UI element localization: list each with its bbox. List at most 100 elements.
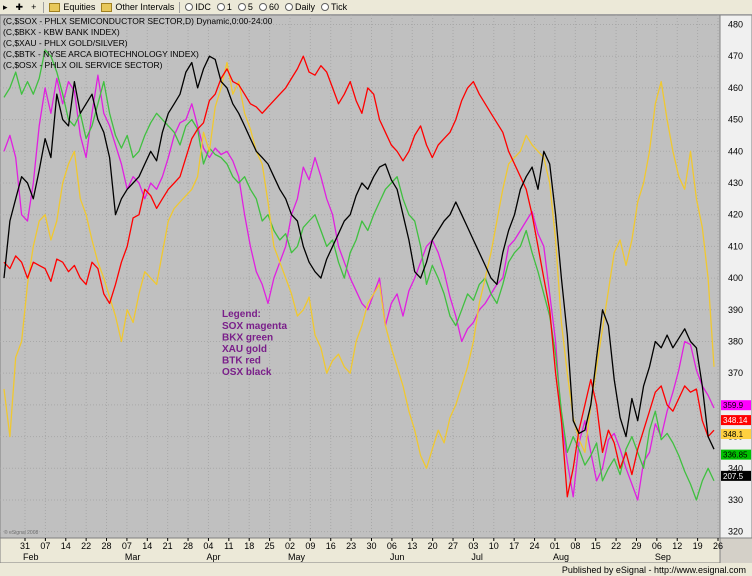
x-tick-label: 28 bbox=[102, 541, 112, 551]
y-tick-label: 420 bbox=[728, 210, 743, 220]
last-value-tag bbox=[721, 470, 751, 481]
y-tick-label: 400 bbox=[728, 273, 743, 283]
toolbar-item-other-intervals[interactable]: Other Intervals bbox=[98, 1, 177, 14]
x-tick-label: 07 bbox=[122, 541, 132, 551]
month-label: Aug bbox=[553, 552, 569, 562]
x-tick-label: 18 bbox=[244, 541, 254, 551]
series-line-btk bbox=[3, 55, 715, 498]
x-tick-label: 16 bbox=[326, 541, 336, 551]
last-value-label: 359.9 bbox=[723, 401, 744, 410]
x-tick-label: 25 bbox=[265, 541, 275, 551]
x-tick-label: 28 bbox=[183, 541, 193, 551]
toolbar-item-tick[interactable]: Tick bbox=[318, 1, 350, 14]
radio-icon bbox=[258, 3, 267, 11]
x-tick-label: 26 bbox=[713, 541, 723, 551]
legend-entry: BKX green bbox=[222, 333, 273, 344]
x-tick-label: 02 bbox=[285, 541, 295, 551]
toolbar-separator bbox=[43, 1, 45, 13]
x-tick-label: 30 bbox=[366, 541, 376, 551]
series-header-line: (C,$BKX - KBW BANK INDEX) bbox=[3, 27, 120, 37]
series-line-osx bbox=[3, 55, 715, 450]
toolbar-item-plus-icon[interactable]: + bbox=[28, 1, 41, 14]
month-label: May bbox=[288, 552, 306, 562]
series-header-line: (C,$OSX - PHLX OIL SERVICE SECTOR) bbox=[3, 60, 163, 70]
toolbar-separator bbox=[179, 1, 181, 13]
legend-entry: BTK red bbox=[222, 356, 261, 367]
x-tick-label: 09 bbox=[305, 541, 315, 551]
toolbar-item-daily[interactable]: Daily bbox=[282, 1, 318, 14]
toolbar-item-label: Daily bbox=[294, 2, 315, 12]
toolbar-item-idc[interactable]: IDC bbox=[182, 1, 214, 14]
toolbar-item-pointer-icon[interactable]: ▸ bbox=[0, 1, 13, 14]
y-tick-label: 330 bbox=[728, 495, 743, 505]
last-value-label: 207.5 bbox=[723, 472, 744, 481]
legend-entry: OSX black bbox=[222, 367, 272, 378]
x-tick-label: 23 bbox=[346, 541, 356, 551]
x-tick-label: 21 bbox=[163, 541, 173, 551]
y-tick-label: 470 bbox=[728, 51, 743, 61]
toolbar-item-label: Equities bbox=[63, 2, 96, 12]
last-value-tag bbox=[721, 429, 751, 440]
crosshair-icon: ✚ bbox=[15, 1, 24, 12]
toolbar-item-label: IDC bbox=[195, 2, 211, 12]
x-tick-label: 22 bbox=[611, 541, 621, 551]
footer-bar: Published by eSignal - http://www.esigna… bbox=[0, 563, 752, 576]
y-tick-label: 480 bbox=[728, 20, 743, 30]
radio-icon bbox=[216, 3, 225, 11]
x-tick-label: 20 bbox=[428, 541, 438, 551]
x-tick-label: 10 bbox=[489, 541, 499, 551]
x-tick-label: 27 bbox=[448, 541, 458, 551]
month-label: Jul bbox=[471, 552, 483, 562]
month-label: Apr bbox=[206, 552, 220, 562]
x-axis-panel bbox=[0, 537, 721, 564]
y-tick-label: 370 bbox=[728, 368, 743, 378]
x-tick-label: 08 bbox=[570, 541, 580, 551]
x-tick-label: 14 bbox=[61, 541, 71, 551]
chart-area: 3203303403503603703803904004104204304404… bbox=[0, 14, 752, 576]
x-tick-label: 17 bbox=[509, 541, 519, 551]
toolbar-item-label: 60 bbox=[268, 2, 279, 12]
series-line-sox bbox=[3, 74, 715, 501]
y-tick-label: 390 bbox=[728, 305, 743, 315]
y-tick-label: 380 bbox=[728, 336, 743, 346]
x-tick-label: 11 bbox=[224, 541, 233, 551]
last-value-label: 348.14 bbox=[723, 416, 748, 425]
radio-icon bbox=[320, 3, 329, 11]
toolbar-item-label: 1 bbox=[226, 2, 232, 12]
folder-icon bbox=[101, 2, 113, 12]
month-label: Feb bbox=[23, 552, 39, 562]
toolbar-item-1[interactable]: 1 bbox=[214, 1, 235, 14]
legend-entry: XAU gold bbox=[222, 344, 267, 355]
multi-index-line-chart: 3203303403503603703803904004104204304404… bbox=[0, 14, 752, 564]
publisher-credit: Published by eSignal - http://www.esigna… bbox=[561, 564, 746, 575]
toolbar-item-label: Other Intervals bbox=[115, 2, 175, 12]
radio-icon bbox=[237, 3, 246, 11]
esignal-watermark: © eSignal 2008 bbox=[4, 529, 38, 536]
last-value-label: 348.1 bbox=[723, 430, 744, 439]
series-line-bkx bbox=[3, 49, 715, 501]
y-tick-label: 410 bbox=[728, 241, 743, 251]
x-tick-label: 31 bbox=[20, 541, 30, 551]
folder-icon bbox=[49, 2, 61, 12]
series-line-xau bbox=[3, 61, 715, 469]
month-label: Jun bbox=[390, 552, 405, 562]
x-tick-label: 19 bbox=[693, 541, 703, 551]
last-value-tag bbox=[721, 415, 751, 426]
x-tick-label: 13 bbox=[407, 541, 417, 551]
last-value-tag bbox=[721, 449, 751, 460]
last-value-tag bbox=[721, 400, 751, 411]
toolbar-item-equities[interactable]: Equities bbox=[46, 1, 98, 14]
month-label: Mar bbox=[125, 552, 141, 562]
y-tick-label: 450 bbox=[728, 115, 743, 125]
toolbar-item-60[interactable]: 60 bbox=[256, 1, 282, 14]
x-tick-label: 24 bbox=[530, 541, 540, 551]
toolbar-item-crosshair-icon[interactable]: ✚ bbox=[13, 1, 29, 14]
toolbar: ▸ ✚ + Equities Other Intervals IDC 1 5 60 Daily Ti… bbox=[0, 0, 752, 15]
y-tick-label: 440 bbox=[728, 146, 743, 156]
series-header-line: (C,$XAU - PHLX GOLD/SILVER) bbox=[3, 38, 128, 48]
x-tick-label: 04 bbox=[203, 541, 213, 551]
pointer-icon: ▸ bbox=[3, 1, 8, 12]
toolbar-item-5[interactable]: 5 bbox=[235, 1, 256, 14]
plot-background bbox=[0, 14, 721, 539]
legend-title: Legend: bbox=[222, 309, 261, 320]
